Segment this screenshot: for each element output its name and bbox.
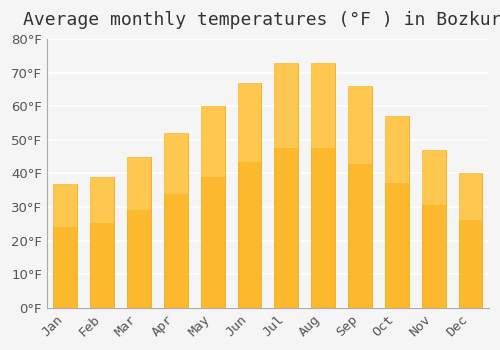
Bar (385, 116, 409, 308)
Title: Average monthly temperatures (°F ) in Bozkurt: Average monthly temperatures (°F ) in Bo… (23, 11, 500, 29)
Bar (200, 106, 224, 177)
Bar (164, 133, 188, 194)
Bar (348, 86, 372, 308)
Bar (422, 150, 446, 205)
Bar (54, 183, 78, 308)
Bar (385, 116, 409, 183)
Bar (458, 174, 482, 308)
Bar (238, 83, 262, 308)
Bar (458, 174, 482, 220)
Bar (422, 150, 446, 308)
Bar (127, 157, 151, 210)
Bar (238, 83, 262, 161)
Bar (311, 63, 335, 308)
Bar (127, 157, 151, 308)
Bar (164, 133, 188, 308)
Bar (311, 63, 335, 148)
Bar (200, 106, 224, 308)
Bar (274, 63, 298, 308)
Bar (348, 86, 372, 164)
Bar (90, 177, 114, 308)
Bar (274, 63, 298, 148)
Bar (90, 177, 114, 223)
Bar (54, 183, 78, 227)
